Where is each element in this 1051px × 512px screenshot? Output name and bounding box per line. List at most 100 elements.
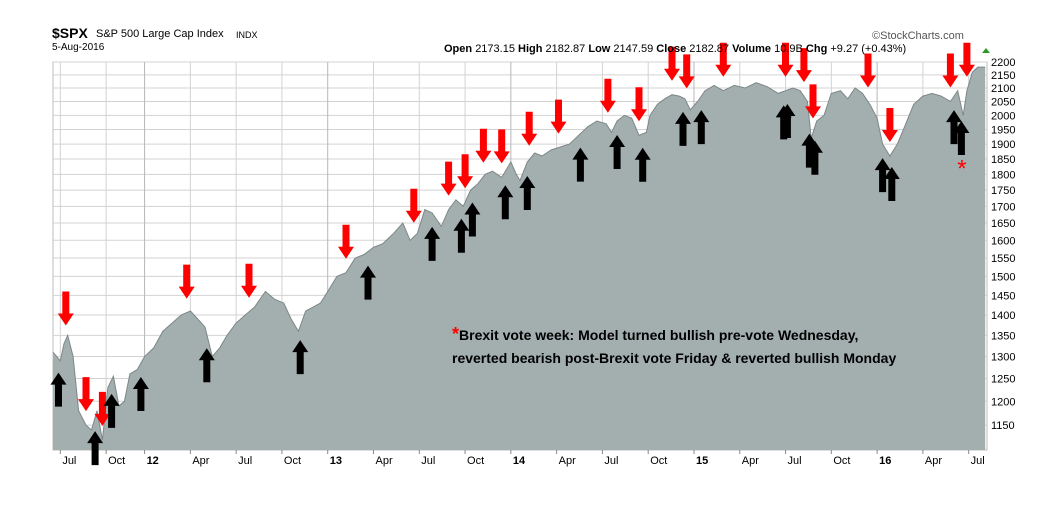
high-value: 2182.87: [545, 43, 586, 55]
x-tick-label: Oct: [108, 455, 125, 467]
y-tick-label: 1850: [991, 154, 1015, 166]
x-tick-label: Jul: [788, 455, 802, 467]
buy-signal-arrow: [675, 111, 691, 146]
annotation-text-2: reverted bearish post-Brexit vote Friday…: [452, 350, 897, 366]
index-name: S&P 500 Large Cap Index: [96, 28, 224, 40]
sell-signal-arrow: [241, 263, 257, 298]
x-tick-label: Oct: [284, 455, 301, 467]
sell-signal-arrow: [631, 87, 647, 122]
annotation-asterisk: *: [452, 324, 460, 344]
annotation-text-1: Brexit vote week: Model turned bullish p…: [459, 327, 859, 343]
sell-signal-arrow: [475, 128, 492, 163]
sell-signal-arrow: [795, 48, 812, 83]
low-value: 2147.59: [613, 43, 654, 55]
x-tick-label: Oct: [467, 455, 484, 467]
y-tick-label: 1150: [991, 420, 1015, 432]
buy-signal-arrow: [132, 377, 149, 411]
y-tick-label: 1400: [991, 310, 1015, 322]
x-axis: Jul Oct 12 Apr Jul Oct 13 Apr Jul Oct 14 Apr Jul Oct 1…: [59, 450, 985, 467]
x-tick-label: Jul: [604, 455, 618, 467]
buy-signal-arrow: [497, 185, 514, 220]
x-tick-label: Jul: [62, 455, 76, 467]
x-tick-label: Apr: [742, 455, 759, 467]
sell-signal-arrow: [440, 161, 457, 196]
sell-signal-arrow: [860, 53, 876, 88]
y-tick-label: 1300: [991, 351, 1015, 363]
chg-label: Chg: [805, 43, 828, 55]
buy-signal-arrow: [464, 202, 481, 237]
sell-signal-arrow: [57, 291, 74, 326]
sell-signal-arrow: [493, 129, 510, 164]
y-tick-label: 1950: [991, 125, 1015, 137]
x-tick-label: 16: [879, 455, 891, 467]
watermark: ©StockCharts.com: [872, 30, 964, 42]
brexit-annotation: *Brexit vote week: Model turned bullish …: [452, 323, 896, 370]
buy-signal-arrow: [519, 176, 536, 210]
buy-signal-arrow: [953, 121, 970, 155]
y-tick-label: 2000: [991, 110, 1015, 122]
x-tick-label: Oct: [650, 455, 667, 467]
volume-value: 10.9B: [774, 43, 803, 55]
y-tick-label: 1550: [991, 253, 1015, 265]
quote-line: Open 2173.15 High 2182.87 Low 2147.59 Cl…: [444, 43, 906, 55]
buy-signal-arrow: [634, 147, 651, 182]
high-label: High: [518, 43, 543, 55]
buy-signal-arrow: [103, 393, 120, 428]
buy-signal-arrow: [874, 158, 891, 193]
sell-signal-arrow: [78, 377, 94, 412]
buy-signal-arrow: [360, 265, 376, 300]
y-tick-label: 1900: [991, 139, 1015, 151]
y-tick-label: 2100: [991, 83, 1015, 95]
buy-signal-arrow: [50, 372, 67, 407]
y-tick-label: 1350: [991, 330, 1015, 342]
buy-signal-arrow: [779, 104, 796, 138]
buy-signal-arrow: [609, 135, 626, 169]
x-tick-label: 14: [513, 455, 526, 467]
buy-signal-arrow: [693, 110, 710, 145]
buy-signal-arrow: [292, 340, 309, 375]
y-tick-label: 1750: [991, 185, 1015, 197]
exchange: INDX: [236, 30, 258, 40]
open-value: 2173.15: [475, 43, 515, 55]
x-tick-label: Apr: [375, 455, 392, 467]
y-tick-label: 1500: [991, 271, 1015, 283]
sell-signal-arrow: [805, 84, 821, 119]
x-tick-label: Apr: [192, 455, 209, 467]
x-tick-label: 15: [696, 455, 708, 467]
y-tick-label: 1200: [991, 396, 1015, 408]
sell-signal-arrow: [457, 154, 474, 189]
x-tick-label: Oct: [833, 455, 850, 467]
x-tick-label: 12: [147, 455, 159, 467]
x-tick-label: Jul: [971, 455, 985, 467]
buy-signal-arrow: [198, 348, 215, 383]
y-tick-label: 1700: [991, 201, 1015, 213]
y-tick-label: 1650: [991, 218, 1015, 230]
symbol: $SPX: [52, 25, 88, 41]
price-area: [52, 66, 986, 450]
chart-date: 5-Aug-2016: [52, 42, 105, 53]
sell-signal-arrow: [178, 264, 195, 299]
sell-signal-arrow: [521, 111, 538, 146]
low-label: Low: [588, 43, 611, 55]
buy-signal-arrow: [572, 147, 589, 182]
buy-signal-arrow: [806, 140, 823, 175]
y-tick-label: 1250: [991, 373, 1015, 385]
up-triangle-icon: [982, 48, 990, 53]
buy-signal-arrow: [883, 167, 900, 201]
y-axis: 1150 1200 1250 1300 1350 1400 1450 1500 1550 1600…: [991, 57, 1015, 432]
x-tick-label: Jul: [421, 455, 435, 467]
chg-value: +9.27 (+0.43%): [830, 43, 907, 55]
close-label: Close: [656, 43, 687, 55]
price-line: [52, 66, 986, 440]
buy-signal-arrow: [946, 110, 962, 145]
annotation-line-1: *Brexit vote week: Model turned bullish …: [452, 323, 896, 347]
sell-signal-arrow: [664, 46, 680, 81]
y-tick-label: 1450: [991, 290, 1015, 302]
close-value: 2182.87: [689, 43, 730, 55]
buy-signal-arrow: [453, 218, 470, 253]
sell-signal-arrow: [405, 188, 422, 223]
sell-signal-arrow: [338, 224, 354, 259]
sell-signal-arrow: [881, 108, 898, 142]
y-tick-label: 2200: [991, 57, 1015, 69]
x-tick-label: 13: [330, 455, 342, 467]
